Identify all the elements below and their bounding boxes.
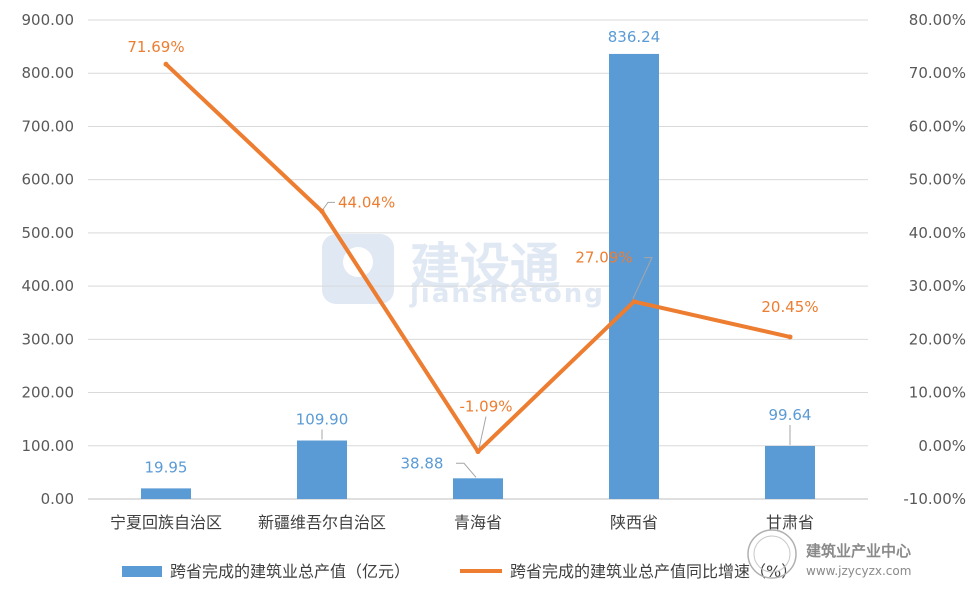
category-label: 新疆维吾尔自治区 [258,513,386,532]
left-axis-ticks: 0.00 100.00 200.00 300.00 400.00 500.00 600.00… [22,11,75,508]
category-label: 甘肃省 [766,513,814,532]
bar-data-label: 109.90 [296,411,349,429]
right-tick-label: 50.00% [909,171,966,189]
left-tick-label: 900.00 [22,11,75,29]
bar-data-label: 19.95 [145,458,188,476]
right-axis-ticks: -10.00% 0.00% 10.00% 20.00% 30.00% 40.00% 50.0… [903,11,966,508]
right-tick-label: 80.00% [909,11,966,29]
bar [297,440,347,499]
legend: 跨省完成的建筑业总产值（亿元） 跨省完成的建筑业总产值同比增速（%） [122,562,797,581]
bar [609,53,659,500]
bar-series [141,53,815,500]
right-tick-label: 60.00% [909,117,966,135]
line-data-labels: 71.69% 44.04% -1.09% 27.09% 20.45% [127,38,818,415]
left-tick-label: 200.00 [22,384,75,402]
seal: 建筑业产业中心 www.jzycyzx.com [747,529,911,579]
bar-data-label: 99.64 [769,406,812,424]
left-tick-label: 400.00 [22,277,75,295]
line-label-leader [478,416,487,449]
category-label: 宁夏回族自治区 [110,513,222,532]
line-data-label: 20.45% [761,298,818,316]
watermark-name-en: jianshetong [409,279,605,309]
seal-emblem-inner [753,535,791,573]
legend-bar-label: 跨省完成的建筑业总产值（亿元） [170,562,410,581]
bar-data-label: 836.24 [608,28,661,46]
category-label: 青海省 [454,513,502,532]
left-tick-label: 300.00 [22,330,75,348]
bar-data-label: 38.88 [401,454,444,472]
line-data-label: 44.04% [338,193,395,211]
line-point [319,208,325,214]
right-tick-label: 70.00% [909,64,966,82]
seal-name: 建筑业产业中心 [806,542,911,560]
seal-emblem-icon [747,529,797,579]
bar-label-leader [456,462,477,478]
right-tick-label: -10.00% [903,490,966,508]
seal-url: www.jzycyzx.com [806,564,911,578]
gridlines [88,19,868,500]
watermark: 建设通 jianshetong [322,234,605,309]
category-label: 陕西省 [610,513,658,532]
line-data-label: -1.09% [459,398,512,416]
left-tick-label: 600.00 [22,171,75,189]
left-tick-label: 800.00 [22,64,75,82]
bar [453,478,503,499]
bar [765,445,815,499]
leader-lines [321,201,791,478]
legend-line-label: 跨省完成的建筑业总产值同比增速（%） [510,562,797,581]
right-tick-label: 0.00% [918,437,966,455]
line-point [631,299,637,305]
line-point [163,61,169,67]
right-tick-label: 40.00% [909,224,966,242]
bar-data-labels: 19.95 109.90 38.88 836.24 99.64 [145,28,812,476]
line-point [787,334,793,340]
right-tick-label: 10.00% [909,384,966,402]
line-series [163,61,793,455]
line-data-label: 71.69% [127,38,184,56]
left-tick-label: 0.00 [41,490,74,508]
bar [141,488,191,499]
left-tick-label: 700.00 [22,117,75,135]
line-data-label: 27.09% [575,249,632,267]
category-labels: 宁夏回族自治区 新疆维吾尔自治区 青海省 陕西省 甘肃省 [110,513,814,532]
right-tick-label: 20.00% [909,330,966,348]
line-label-leader [322,201,335,210]
legend-bar-swatch [122,566,162,577]
line-label-leader [632,257,653,299]
left-tick-label: 500.00 [22,224,75,242]
right-tick-label: 30.00% [909,277,966,295]
line-point [475,449,481,455]
left-tick-label: 100.00 [22,437,75,455]
